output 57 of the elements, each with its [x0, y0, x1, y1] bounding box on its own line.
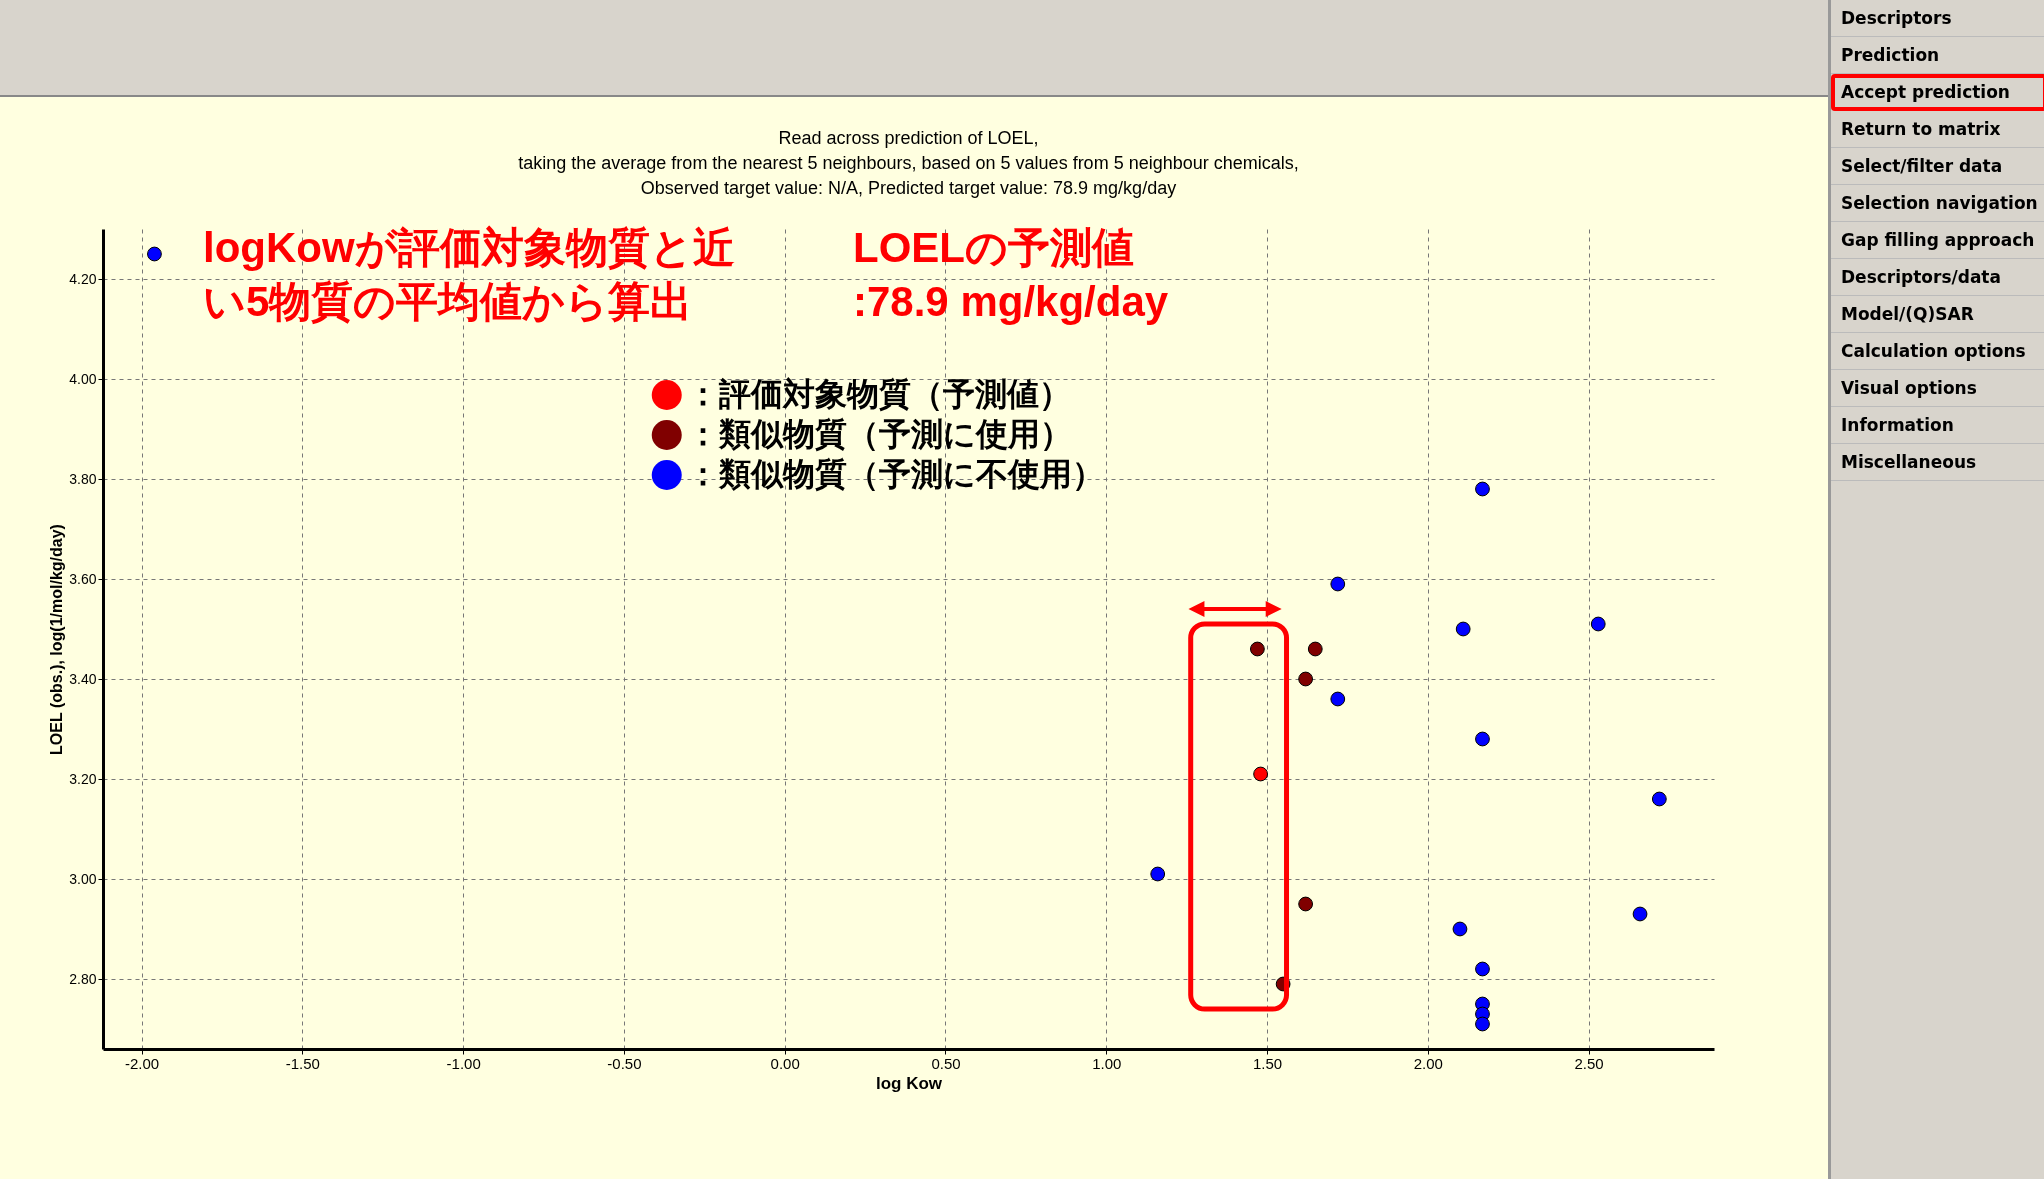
x-tick-label: 1.50 — [1252, 1054, 1283, 1072]
x-tick-label: 0.50 — [931, 1054, 961, 1072]
x-tick-label: 1.00 — [1092, 1054, 1122, 1072]
point — [1651, 791, 1667, 807]
point — [1250, 641, 1265, 657]
point — [1298, 896, 1314, 912]
point — [1253, 766, 1268, 782]
annotation: logKowが評価対象物質と近い5物質の平均値から算出 — [203, 224, 735, 325]
x-tick-label: -0.50 — [607, 1054, 642, 1072]
text: Information — [1831, 407, 2044, 444]
legend-label: ：類似物質（予測に使用） — [686, 416, 1072, 452]
x-axis-title: log Kow — [875, 1073, 943, 1093]
legend-label: ：類似物質（予測に不使用） — [686, 456, 1104, 492]
x-tick-label: -1.50 — [285, 1054, 320, 1072]
y-tick-label: 3.40 — [69, 670, 97, 687]
text: Descriptors/data — [1831, 259, 2044, 296]
point — [1150, 866, 1166, 882]
text: Prediction — [1831, 37, 2044, 74]
text: Selection navigation — [1831, 185, 2044, 222]
x-tick-label: -1.00 — [446, 1054, 481, 1072]
point — [1298, 671, 1314, 687]
point — [1330, 576, 1346, 592]
point — [1475, 1016, 1490, 1032]
point — [1632, 906, 1648, 922]
y-tick-label: 2.80 — [69, 970, 97, 987]
annotation: LOELの予測値 :78.9 mg/kg/day — [853, 224, 1169, 325]
x-tick-label: -2.00 — [124, 1054, 160, 1072]
point — [1455, 621, 1471, 637]
text: Visual options — [1831, 370, 2044, 407]
point — [1452, 921, 1468, 937]
y-tick-label: 4.20 — [69, 270, 97, 287]
chart-title: Read across prediction of LOEL, taking the average from the nearest 5 neighbours, based on 5 values from 5 neighbour chemicals, Observed target value: N/A, Predicted target value: 78.9 mg/kg/day — [518, 128, 1299, 198]
point — [1330, 691, 1346, 707]
point — [1590, 616, 1606, 632]
text: Return to matrix — [1831, 111, 2044, 148]
y-tick-label: 4.00 — [69, 370, 97, 387]
text: Calculation options — [1831, 333, 2044, 370]
text: Accept prediction — [1831, 74, 2044, 111]
text: Descriptors — [1831, 0, 2044, 37]
text: Select/filter data — [1831, 148, 2044, 185]
point — [1475, 481, 1490, 497]
y-tick-label: 3.00 — [69, 870, 97, 887]
x-tick-label: 0.00 — [770, 1054, 800, 1072]
point — [1475, 961, 1490, 977]
x-tick-label: 2.50 — [1574, 1054, 1604, 1072]
y-axis-title: LOEL (obs.), log(1/mol/kg/day) — [48, 524, 66, 755]
y-tick-label: 3.60 — [69, 570, 97, 587]
y-tick-label: 3.80 — [69, 470, 97, 487]
point — [1475, 731, 1490, 747]
x-tick-label: 2.00 — [1413, 1054, 1443, 1072]
text: Model/(Q)SAR — [1831, 296, 2044, 333]
point — [1307, 641, 1323, 657]
point — [147, 246, 162, 262]
text: Miscellaneous — [1831, 444, 2044, 481]
text: Gap filling approach — [1831, 222, 2044, 259]
legend-label: ：評価対象物質（予測値） — [686, 376, 1071, 412]
y-tick-label: 3.20 — [69, 770, 97, 787]
